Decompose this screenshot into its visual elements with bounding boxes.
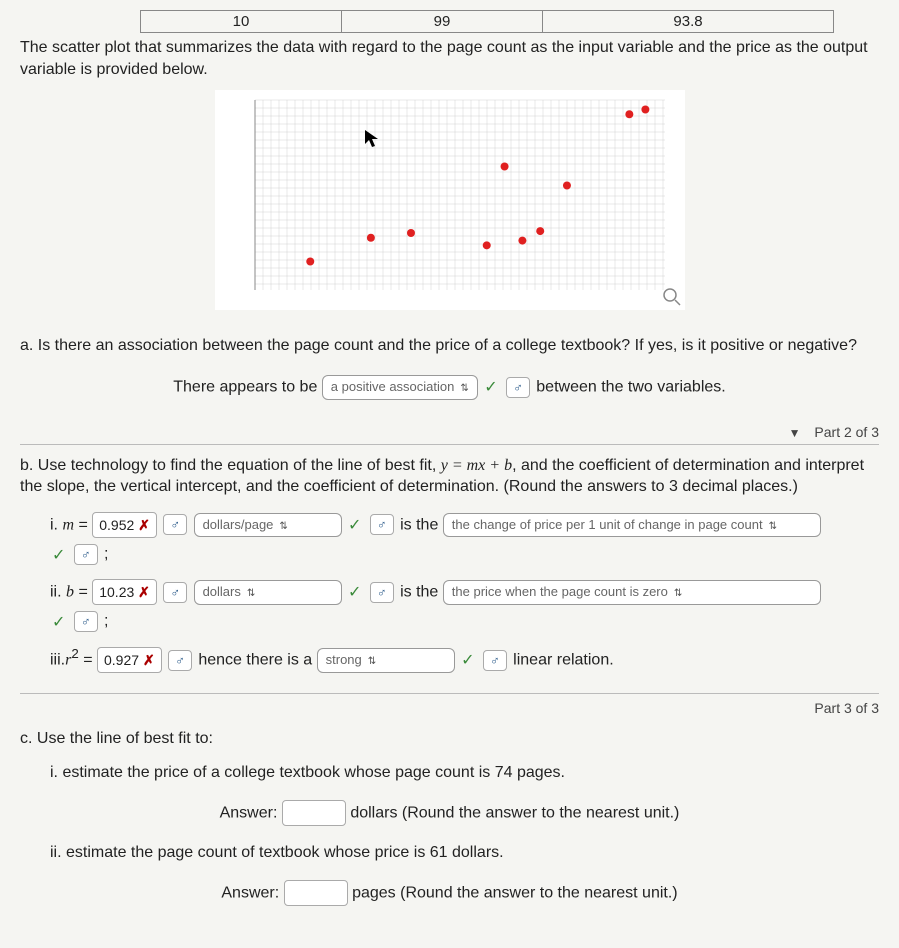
part-3-label: Part 3 of 3 [20, 700, 879, 716]
wrong-icon: ✗ [138, 584, 150, 600]
retry-icon[interactable]: ♂ [370, 582, 394, 603]
check-icon: ✓ [484, 379, 497, 396]
cell-2: 99 [342, 11, 543, 33]
intro-text: The scatter plot that summarizes the dat… [20, 37, 879, 80]
sub-ii: ii. b = 10.23 ✗ ♂ dollars⇅ ✓ ♂ is the th… [50, 579, 879, 632]
c-ii-answer: Answer: pages (Round the answer to the n… [20, 880, 879, 906]
c-i-input[interactable] [282, 800, 346, 826]
b-unit-select[interactable]: dollars⇅ [194, 580, 342, 605]
retry-icon[interactable]: ♂ [163, 582, 187, 603]
sub-i: i. m = 0.952 ✗ ♂ dollars/page⇅ ✓ ♂ is th… [50, 512, 879, 565]
check-icon: ✓ [348, 517, 361, 534]
retry-icon[interactable]: ♂ [370, 514, 394, 535]
wrong-icon: ✗ [143, 652, 155, 668]
r2-input[interactable]: 0.927 ✗ [97, 647, 162, 673]
sub-iii: iii.r2 = 0.927 ✗ ♂ hence there is a stro… [50, 646, 879, 673]
question-a: a. Is there an association between the p… [20, 335, 879, 357]
c-ii-text: ii. estimate the page count of textbook … [50, 844, 879, 862]
retry-icon[interactable]: ♂ [506, 377, 530, 398]
retry-icon[interactable]: ♂ [168, 650, 192, 671]
cell-3: 93.8 [543, 11, 834, 33]
m-unit-select[interactable]: dollars/page⇅ [194, 513, 342, 538]
scatter-plot [215, 90, 685, 310]
question-b: b. Use technology to find the equation o… [20, 455, 879, 498]
part-2-label: Part 2 of 3 [814, 424, 879, 440]
m-desc-select[interactable]: the change of price per 1 unit of change… [443, 513, 821, 538]
c-i-answer: Answer: dollars (Round the answer to the… [20, 800, 879, 826]
retry-icon[interactable]: ♂ [483, 650, 507, 671]
m-input[interactable]: 0.952 ✗ [92, 512, 157, 538]
association-select[interactable]: a positive association⇅ [322, 375, 478, 400]
check-icon: ✓ [348, 584, 361, 601]
part-2-header[interactable]: ▼ Part 2 of 3 [20, 420, 879, 445]
retry-icon[interactable]: ♂ [74, 611, 98, 632]
answer-a-suffix: between the two variables. [536, 378, 725, 395]
divider [20, 693, 879, 694]
check-icon: ✓ [52, 614, 65, 631]
retry-icon[interactable]: ♂ [163, 514, 187, 535]
b-input[interactable]: 10.23 ✗ [92, 579, 157, 605]
check-icon: ✓ [461, 652, 474, 669]
wrong-icon: ✗ [138, 517, 150, 533]
strength-select[interactable]: strong⇅ [317, 648, 455, 673]
retry-icon[interactable]: ♂ [74, 544, 98, 565]
check-icon: ✓ [52, 547, 65, 564]
answer-a: There appears to be a positive associati… [20, 375, 879, 400]
c-ii-input[interactable] [284, 880, 348, 906]
b-desc-select[interactable]: the price when the page count is zero⇅ [443, 580, 821, 605]
data-table: 10 99 93.8 [140, 10, 834, 33]
question-c: c. Use the line of best fit to: [20, 728, 879, 750]
collapse-icon: ▼ [789, 426, 801, 440]
c-i-text: i. estimate the price of a college textb… [50, 764, 879, 782]
cell-1: 10 [141, 11, 342, 33]
answer-a-prefix: There appears to be [173, 378, 317, 395]
